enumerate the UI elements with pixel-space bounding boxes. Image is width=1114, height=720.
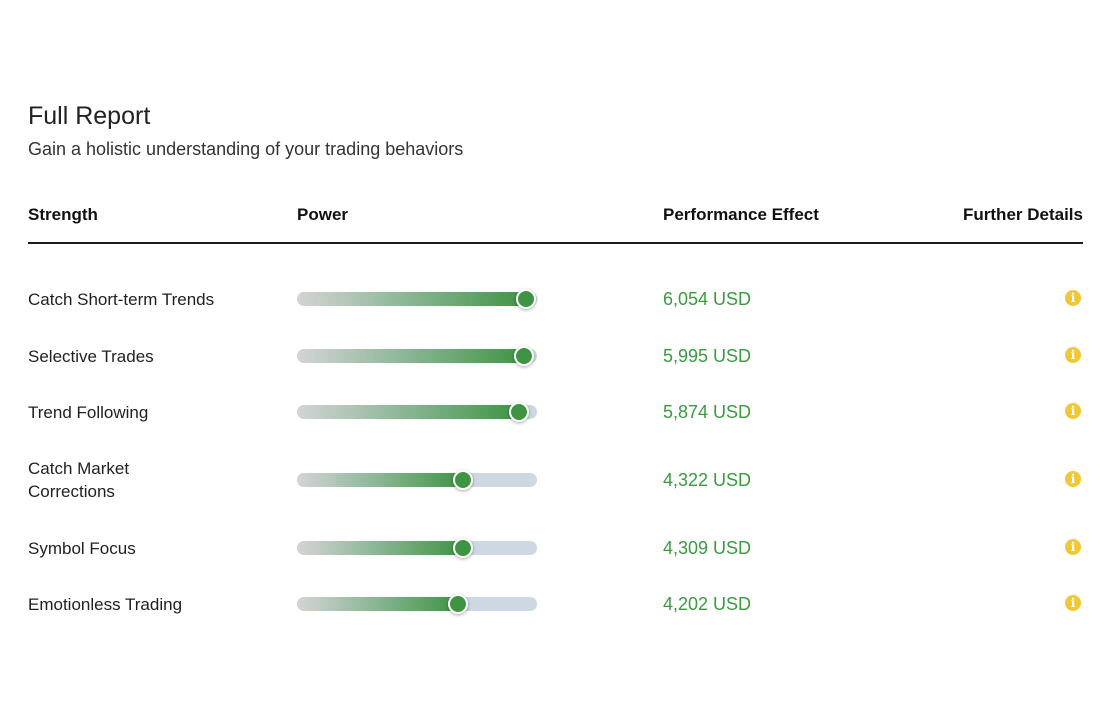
power-slider-handle[interactable] [509, 402, 529, 422]
performance-effect-value: 4,322 USD [663, 470, 752, 490]
header-performance-effect: Performance Effect [663, 205, 819, 224]
table-row: Catch Short-term Trends 6,054 USD i [28, 288, 1083, 338]
strength-label: Selective Trades [28, 347, 154, 366]
power-slider[interactable] [297, 470, 537, 490]
power-slider-handle[interactable] [452, 470, 473, 490]
strength-label: Catch Market Corrections [28, 459, 130, 501]
table-row: Selective Trades 5,995 USD i [28, 345, 1083, 395]
table-row: Symbol Focus 4,309 USD i [28, 537, 1083, 587]
strength-label: Catch Short-term Trends [28, 290, 215, 309]
info-icon[interactable]: i [1065, 347, 1081, 363]
page-subtitle: Gain a holistic understanding of your tr… [28, 139, 464, 159]
info-icon[interactable]: i [1065, 539, 1081, 555]
info-icon[interactable]: i [1065, 471, 1081, 487]
performance-effect-value: 4,309 USD [663, 538, 752, 558]
power-fill [297, 597, 458, 611]
header-power: Power [297, 205, 349, 224]
info-icon[interactable]: i [1065, 290, 1081, 306]
power-slider-handle[interactable] [452, 538, 473, 558]
performance-effect-value: 5,874 USD [663, 402, 752, 422]
power-fill [297, 292, 527, 306]
power-fill [297, 405, 519, 419]
strength-label: Symbol Focus [28, 539, 136, 558]
table-row: Emotionless Trading 4,202 USD i [28, 593, 1083, 643]
strength-label: Trend Following [28, 403, 149, 422]
power-slider[interactable] [297, 594, 537, 614]
power-slider[interactable] [297, 538, 537, 558]
power-slider-handle[interactable] [447, 594, 468, 614]
header-strength: Strength [28, 205, 98, 224]
power-slider-handle[interactable] [513, 346, 534, 366]
performance-effect-value: 5,995 USD [663, 346, 752, 366]
page-title: Full Report [28, 102, 151, 130]
power-slider[interactable] [297, 346, 537, 366]
table-row: Catch Market Corrections 4,322 USD i [28, 457, 1083, 505]
table-row: Trend Following 5,874 USD i [28, 401, 1083, 451]
header-further-details: Further Details [963, 205, 1083, 224]
info-icon[interactable]: i [1065, 595, 1081, 611]
power-fill [297, 349, 524, 363]
power-slider-handle[interactable] [516, 289, 537, 309]
performance-effect-value: 4,202 USD [663, 594, 752, 614]
power-slider[interactable] [297, 289, 537, 309]
performance-effect-value: 6,054 USD [663, 289, 752, 309]
power-fill [297, 473, 463, 487]
power-fill [297, 541, 463, 555]
strength-label: Emotionless Trading [28, 595, 183, 614]
power-slider[interactable] [297, 402, 537, 422]
info-icon[interactable]: i [1065, 403, 1081, 419]
full-report: Full Report Gain a holistic understandin… [28, 98, 1083, 614]
table-header: Strength Power Performance Effect Furthe… [28, 184, 1083, 244]
